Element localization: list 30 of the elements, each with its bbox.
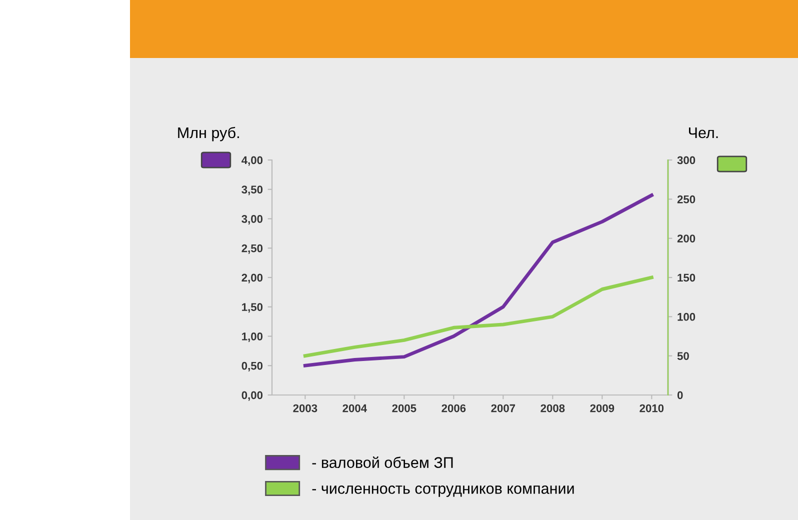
x-tick-label: 2008 [540, 404, 565, 412]
x-tick-label: 2007 [491, 404, 516, 412]
y2-tick-label: 100 [678, 312, 696, 321]
x-tick-label: 2006 [442, 404, 466, 412]
y-axis-title: Млн руб. [178, 126, 239, 142]
y-tick-label: 1,50 [242, 303, 263, 313]
y-tick-label: 2,00 [242, 274, 263, 284]
x-tick-label: 2009 [590, 404, 614, 412]
y2-tick-label: 150 [678, 274, 696, 282]
y2-tick-label: 300 [677, 156, 696, 164]
x-tick-label: 2004 [342, 404, 367, 412]
y-tick-label: 2,50 [242, 244, 263, 254]
y-tick-label: 0,50 [242, 362, 263, 372]
x-tick-label: 2010 [640, 404, 664, 412]
y-tick-label: 3,00 [242, 215, 263, 224]
y-tick-label: 1,00 [242, 332, 263, 342]
x-tick-label: 2003 [293, 404, 318, 412]
y2-axis-title: Чел. [688, 128, 718, 138]
line-series [303, 276, 654, 358]
y2-tick-label: 200 [677, 234, 696, 242]
line-series [303, 194, 654, 368]
y-tick-label: 0,00 [242, 391, 263, 401]
legend-label: - численность сотрудников компании [312, 486, 574, 497]
y2-tick-label: 0 [677, 391, 683, 400]
y2-tick-label: 250 [677, 195, 696, 204]
y2-tick-label: 50 [677, 352, 689, 360]
y-tick-label: 4,00 [242, 156, 263, 166]
x-tick-label: 2005 [392, 404, 416, 412]
y-tick-label: 3,50 [242, 186, 263, 196]
legend-label: - валовой объем ЗП [312, 456, 453, 468]
